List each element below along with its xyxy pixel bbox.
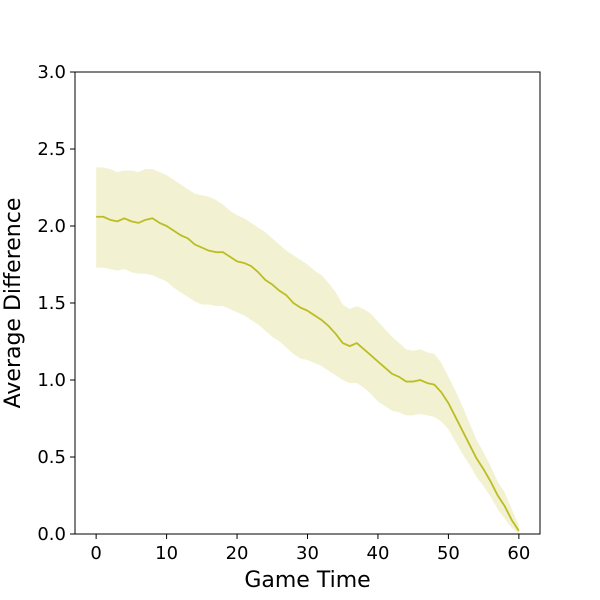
x-tick-label: 10 xyxy=(155,543,178,564)
y-axis: 0.0 0.5 1.0 1.5 2.0 2.5 3.0 xyxy=(37,62,75,545)
x-tick-label: 0 xyxy=(90,543,101,564)
series-line xyxy=(96,215,520,532)
y-tick-label: 0.0 xyxy=(37,524,66,545)
x-tick-label: 30 xyxy=(296,543,319,564)
y-tick-label: 0.5 xyxy=(37,447,66,468)
y-axis-title: Average Difference xyxy=(1,198,26,409)
x-tick-label: 40 xyxy=(367,543,390,564)
y-tick-label: 3.0 xyxy=(37,62,66,83)
confidence-band xyxy=(96,167,519,535)
x-tick-label: 50 xyxy=(437,543,460,564)
y-tick-label: 2.0 xyxy=(37,216,66,237)
y-tick-label: 1.0 xyxy=(37,370,66,391)
x-tick-label: 60 xyxy=(507,543,530,564)
x-axis-title: Game Time xyxy=(244,568,370,593)
x-tick-label: 20 xyxy=(226,543,249,564)
y-tick-label: 1.5 xyxy=(37,293,66,314)
x-axis: 0 10 20 30 40 50 60 xyxy=(90,534,530,564)
plot-area xyxy=(96,167,520,535)
y-tick-label: 2.5 xyxy=(37,139,66,160)
